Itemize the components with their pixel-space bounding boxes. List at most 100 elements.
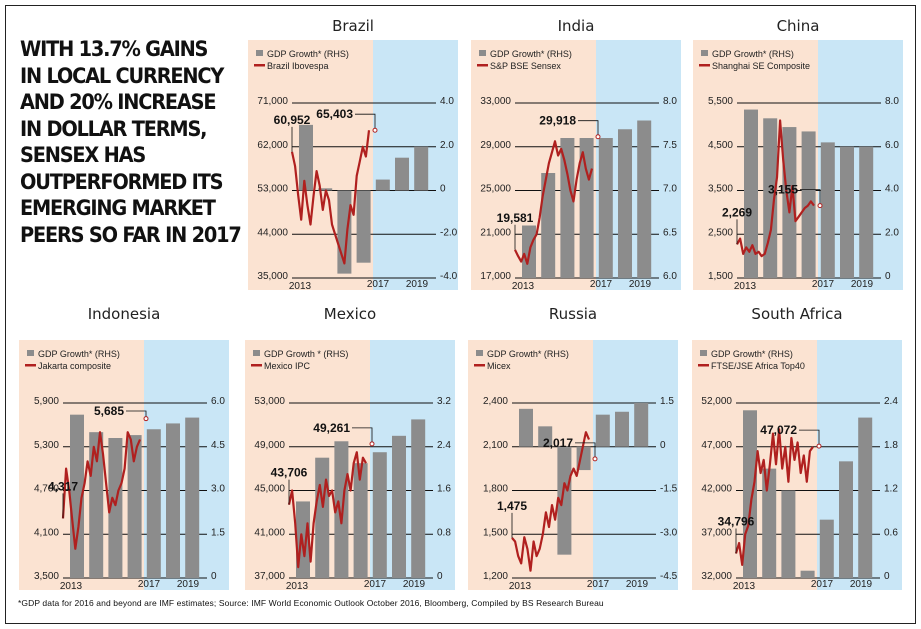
left-axis-tick-label: 5,500 <box>708 96 733 107</box>
gdp-bar-2018 <box>395 157 409 191</box>
gdp-bar-2013 <box>299 124 313 191</box>
left-axis-tick-label: 37,000 <box>254 571 285 582</box>
legend-line-swatch <box>25 364 36 367</box>
legend-line-label: Mexico IPC <box>264 361 311 371</box>
right-axis-tick-label: 8.0 <box>885 96 899 107</box>
left-axis-tick-label: 1,200 <box>483 571 508 582</box>
gdp-bar-2018 <box>392 435 406 578</box>
legend-bar-swatch <box>27 350 34 356</box>
index-line <box>287 451 367 569</box>
right-axis-tick-label: 0 <box>437 571 443 582</box>
index-line <box>511 431 591 572</box>
annotation-end-value: 47,072 <box>760 423 797 437</box>
right-axis-tick-label: 4.0 <box>440 96 454 107</box>
headline-line: PEERS SO FAR IN 2017 <box>20 222 242 247</box>
legend-bar-swatch <box>700 350 707 356</box>
gdp-bar-2018 <box>615 411 629 447</box>
annotation-end-value: 29,918 <box>539 114 576 128</box>
headline-line: WITH 13.7% GAINS <box>20 37 208 61</box>
right-axis-tick-label: 0.6 <box>884 527 898 538</box>
gdp-bar-2015 <box>108 438 123 578</box>
chart-title-indonesia: Indonesia <box>87 305 161 323</box>
gdp-bar-2017 <box>595 414 610 447</box>
legend-bar-swatch <box>476 350 483 356</box>
right-axis-tick-label: 6.0 <box>885 140 899 151</box>
gdp-bar-2015 <box>782 127 797 278</box>
right-axis-tick-label: 4.0 <box>885 184 899 195</box>
forecast-background <box>593 340 678 590</box>
gdp-bar-2013 <box>519 408 533 447</box>
left-axis-tick-label: 42,000 <box>701 484 732 495</box>
headline: WITH 13.7% GAINS IN LOCAL CURRENCY AND 2… <box>20 36 242 248</box>
headline-line: IN LOCAL CURRENCY <box>20 63 224 88</box>
legend-bar-label: GDP Growth* (RHS) <box>712 49 794 59</box>
legend-line-swatch <box>699 64 710 67</box>
gdp-bar-2017 <box>375 179 390 191</box>
annotation-start-value: 60,952 <box>274 113 311 127</box>
headline-line: IN DOLLAR TERMS, <box>20 116 208 141</box>
annotation-end-marker <box>592 456 598 462</box>
annotation-end-marker <box>372 127 378 133</box>
legend-bar-swatch <box>701 50 708 56</box>
right-axis-tick-label: 1.6 <box>437 484 451 495</box>
chart-title-russia: Russia <box>548 305 598 323</box>
x-axis-tick-label: 2013 <box>734 281 757 290</box>
gdp-bar-2016 <box>356 190 371 263</box>
gdp-bar-2018 <box>840 146 854 278</box>
gdp-bar-2015 <box>334 441 349 578</box>
legend-bar-swatch <box>479 50 486 56</box>
annotation-start-value: 34,796 <box>718 515 755 529</box>
index-line <box>736 119 815 258</box>
annotation-end-marker <box>595 134 601 140</box>
annotation-leader <box>578 120 599 137</box>
annotation-end-value: 2,017 <box>543 436 573 450</box>
right-axis-tick-label: 3.0 <box>211 484 225 495</box>
right-axis-tick-label: 2.4 <box>884 396 898 407</box>
annotation-start-value: 19,581 <box>497 211 534 225</box>
right-axis-tick-label: 6.5 <box>663 227 677 238</box>
legend-line-label: Jakarta composite <box>38 361 111 371</box>
annotation-start-value: 43,706 <box>271 466 308 480</box>
right-axis-tick-label: 7.5 <box>663 140 677 151</box>
gdp-bar-2013 <box>743 410 757 578</box>
right-axis-tick-label: 2.0 <box>885 227 899 238</box>
x-axis-tick-label: 2013 <box>286 581 309 590</box>
legend-line-label: FTSE/JSE Africa Top40 <box>711 361 805 371</box>
gdp-bar-2017 <box>819 519 834 578</box>
annotation-start-value: 4,317 <box>48 479 78 493</box>
left-axis-tick-label: 4,500 <box>708 140 733 151</box>
annotation-end-marker <box>369 441 375 447</box>
left-axis-tick-label: 71,000 <box>257 96 288 107</box>
chart-south-africa: GDP Growth* (RHS) FTSE/JSE Africa Top40 52… <box>692 340 902 590</box>
left-axis-tick-label: 5,900 <box>34 396 59 407</box>
x-axis-tick-label: 2013 <box>289 281 312 290</box>
gdp-bar-2014 <box>762 468 777 578</box>
x-axis-tick-label: 2017 <box>812 279 835 290</box>
left-axis-tick-label: 32,000 <box>701 571 732 582</box>
right-axis-tick-label: 4.5 <box>211 440 225 451</box>
annotation-end-value: 49,261 <box>313 421 350 435</box>
gdp-bar-2014 <box>538 426 553 447</box>
chart-title-china: China <box>776 17 820 35</box>
annotation-end-marker <box>143 416 149 422</box>
left-axis-tick-label: 21,000 <box>480 227 511 238</box>
annotation-leader <box>126 410 147 419</box>
annotation-leader <box>799 429 820 447</box>
right-axis-tick-label: 3.2 <box>437 396 451 407</box>
left-axis-tick-label: 2,500 <box>708 227 733 238</box>
legend-line-label: S&P BSE Sensex <box>490 61 561 71</box>
headline-line: OUTPERFORMED ITS <box>20 169 224 194</box>
right-axis-tick-label: 8.0 <box>663 96 677 107</box>
gdp-bar-2018 <box>166 423 180 578</box>
left-axis-tick-label: 37,000 <box>701 527 732 538</box>
headline-line: SENSEX HAS <box>20 143 146 167</box>
gdp-bar-2019 <box>637 120 652 278</box>
legend-bar-label: GDP Growth* (RHS) <box>38 349 120 359</box>
annotation-leader <box>355 113 376 131</box>
annotation-start-value: 2,269 <box>722 205 752 219</box>
gdp-bar-2016 <box>800 570 815 578</box>
chart-mexico: GDP Growth * (RHS) Mexico IPC 53,000 3.2 49,… <box>245 340 455 590</box>
x-axis-tick-label: 2017 <box>367 279 390 290</box>
gdp-bar-2019 <box>859 146 874 278</box>
left-axis-tick-label: 35,000 <box>257 271 288 282</box>
